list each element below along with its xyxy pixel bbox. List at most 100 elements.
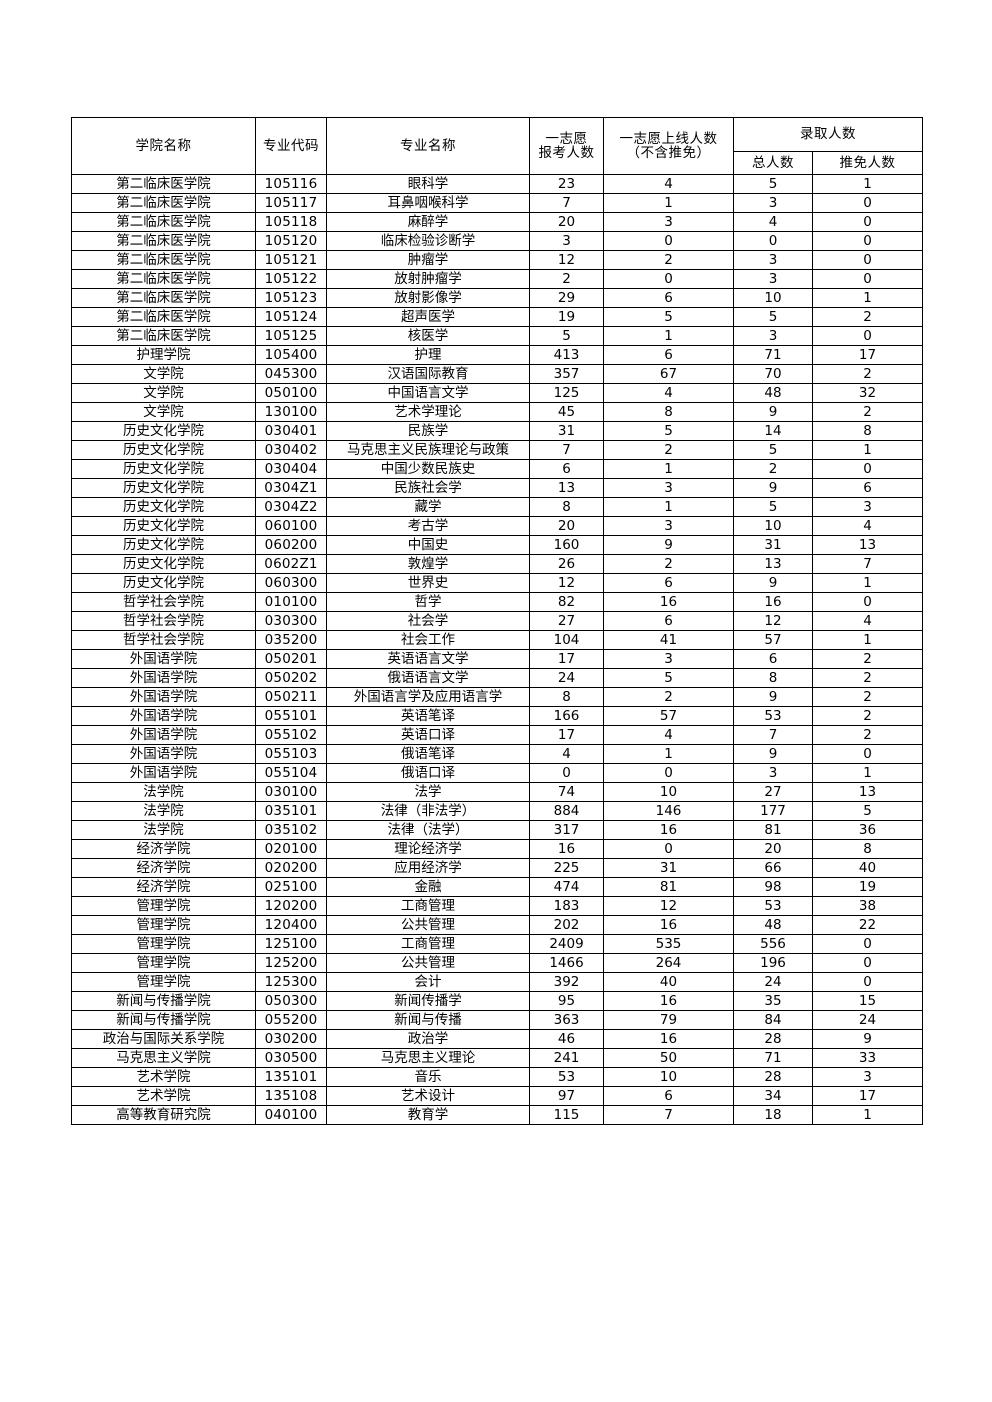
column-header-admitted-recommended: 推免人数: [812, 151, 923, 175]
cell-admitted-recommended: 40: [812, 858, 923, 878]
cell-admitted-total: 3: [733, 269, 813, 289]
cell-major-name: 马克思主义民族理论与政策: [326, 440, 530, 460]
table-row: 第二临床医学院 105125 核医学 5 1 3 0: [71, 326, 923, 346]
cell-admitted-recommended: 36: [812, 820, 923, 840]
cell-above-line-count: 16: [603, 592, 734, 612]
column-header-major-name: 专业名称: [326, 117, 530, 175]
table-body: 第二临床医学院 105116 眼科学 23 4 5 1 第二临床医学院 105117 耳鼻咽喉科学…: [71, 174, 923, 1125]
cell-major-code: 105118: [255, 212, 327, 232]
cell-major-code: 030100: [255, 782, 327, 802]
cell-admitted-recommended: 4: [812, 516, 923, 536]
cell-major-name: 敦煌学: [326, 554, 530, 574]
cell-college: 外国语学院: [71, 706, 256, 726]
cell-admitted-total: 28: [733, 1067, 813, 1087]
cell-admitted-total: 20: [733, 839, 813, 859]
cell-college: 新闻与传播学院: [71, 991, 256, 1011]
cell-first-choice-applicants: 17: [529, 725, 604, 745]
table-row: 法学院 035102 法律（法学） 317 16 81 36: [71, 820, 923, 840]
cell-first-choice-applicants: 20: [529, 516, 604, 536]
cell-college: 第二临床医学院: [71, 307, 256, 327]
cell-admitted-recommended: 7: [812, 554, 923, 574]
cell-major-code: 120400: [255, 915, 327, 935]
cell-major-name: 工商管理: [326, 934, 530, 954]
cell-college: 第二临床医学院: [71, 193, 256, 213]
cell-above-line-count: 16: [603, 1029, 734, 1049]
cell-college: 历史文化学院: [71, 440, 256, 460]
cell-major-code: 030401: [255, 421, 327, 441]
cell-major-name: 英语口译: [326, 725, 530, 745]
cell-major-code: 105400: [255, 345, 327, 365]
cell-major-name: 民族社会学: [326, 478, 530, 498]
cell-first-choice-applicants: 392: [529, 972, 604, 992]
table-row: 外国语学院 055104 俄语口译 0 0 3 1: [71, 763, 923, 783]
cell-above-line-count: 3: [603, 478, 734, 498]
cell-college: 第二临床医学院: [71, 250, 256, 270]
cell-admitted-recommended: 15: [812, 991, 923, 1011]
cell-college: 政治与国际关系学院: [71, 1029, 256, 1049]
cell-major-code: 105121: [255, 250, 327, 270]
cell-major-name: 社会工作: [326, 630, 530, 650]
cell-above-line-count: 67: [603, 364, 734, 384]
cell-above-line-count: 12: [603, 896, 734, 916]
cell-admitted-total: 24: [733, 972, 813, 992]
cell-major-code: 025100: [255, 877, 327, 897]
cell-admitted-total: 5: [733, 497, 813, 517]
table-row: 历史文化学院 0602Z1 敦煌学 26 2 13 7: [71, 554, 923, 574]
cell-major-name: 法律（法学）: [326, 820, 530, 840]
cell-above-line-count: 57: [603, 706, 734, 726]
cell-major-code: 125100: [255, 934, 327, 954]
cell-admitted-total: 10: [733, 516, 813, 536]
cell-above-line-count: 1: [603, 459, 734, 479]
cell-major-name: 法律（非法学）: [326, 801, 530, 821]
table-row: 第二临床医学院 105124 超声医学 19 5 5 2: [71, 307, 923, 327]
cell-major-code: 0304Z1: [255, 478, 327, 498]
cell-admitted-recommended: 0: [812, 193, 923, 213]
cell-above-line-count: 3: [603, 649, 734, 669]
cell-major-name: 理论经济学: [326, 839, 530, 859]
cell-admitted-total: 16: [733, 592, 813, 612]
table-row: 高等教育研究院 040100 教育学 115 7 18 1: [71, 1105, 923, 1125]
cell-major-code: 055101: [255, 706, 327, 726]
cell-major-name: 英语笔译: [326, 706, 530, 726]
cell-college: 新闻与传播学院: [71, 1010, 256, 1030]
table-row: 外国语学院 055103 俄语笔译 4 1 9 0: [71, 744, 923, 764]
cell-first-choice-applicants: 202: [529, 915, 604, 935]
cell-above-line-count: 2: [603, 687, 734, 707]
cell-major-code: 045300: [255, 364, 327, 384]
cell-major-name: 中国史: [326, 535, 530, 555]
cell-above-line-count: 4: [603, 725, 734, 745]
cell-first-choice-applicants: 8: [529, 497, 604, 517]
cell-college: 护理学院: [71, 345, 256, 365]
cell-college: 管理学院: [71, 896, 256, 916]
cell-major-code: 030404: [255, 459, 327, 479]
cell-above-line-count: 7: [603, 1105, 734, 1125]
cell-admitted-total: 7: [733, 725, 813, 745]
cell-admitted-recommended: 2: [812, 687, 923, 707]
table-row: 政治与国际关系学院 030200 政治学 46 16 28 9: [71, 1029, 923, 1049]
cell-major-code: 010100: [255, 592, 327, 612]
cell-college: 艺术学院: [71, 1067, 256, 1087]
cell-admitted-total: 48: [733, 915, 813, 935]
cell-above-line-count: 1: [603, 497, 734, 517]
cell-major-name: 放射影像学: [326, 288, 530, 308]
cell-major-name: 藏学: [326, 497, 530, 517]
cell-admitted-recommended: 3: [812, 1067, 923, 1087]
cell-major-code: 120200: [255, 896, 327, 916]
cell-above-line-count: 4: [603, 174, 734, 194]
cell-first-choice-applicants: 884: [529, 801, 604, 821]
table-row: 第二临床医学院 105121 肿瘤学 12 2 3 0: [71, 250, 923, 270]
cell-college: 高等教育研究院: [71, 1105, 256, 1125]
cell-above-line-count: 16: [603, 915, 734, 935]
column-header-college: 学院名称: [71, 117, 256, 175]
cell-major-name: 政治学: [326, 1029, 530, 1049]
cell-major-code: 060100: [255, 516, 327, 536]
cell-college: 历史文化学院: [71, 478, 256, 498]
cell-college: 管理学院: [71, 953, 256, 973]
cell-major-code: 060200: [255, 535, 327, 555]
cell-major-name: 民族学: [326, 421, 530, 441]
cell-admitted-recommended: 24: [812, 1010, 923, 1030]
cell-college: 历史文化学院: [71, 516, 256, 536]
cell-college: 外国语学院: [71, 763, 256, 783]
column-header-above-line-count-line1: 一志愿上线人数: [619, 130, 718, 147]
cell-first-choice-applicants: 74: [529, 782, 604, 802]
